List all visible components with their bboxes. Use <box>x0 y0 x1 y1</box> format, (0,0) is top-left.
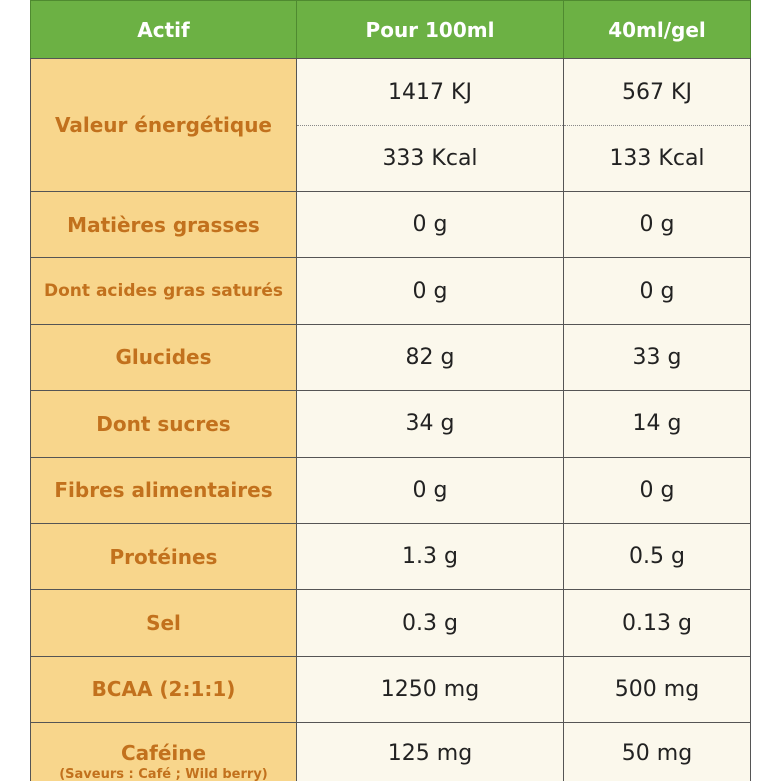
value-cell: 33 g <box>563 323 751 392</box>
header-cell: Actif <box>30 0 297 59</box>
row-label: Sel <box>30 589 297 657</box>
caffeine-note: (Saveurs : Café ; Wild berry) <box>59 767 268 781</box>
value-cell: 0.13 g <box>563 589 751 657</box>
row-label-text: Caféine <box>120 741 207 766</box>
row-label: Caféine (Saveurs : Café ; Wild berry) <box>30 722 297 781</box>
header-cell: Pour 100ml <box>296 0 564 59</box>
value-cell: 50 mg <box>563 722 751 781</box>
value-cell: 0 g <box>296 456 564 524</box>
row-label: Dont acides gras saturés <box>30 257 297 325</box>
value-cell: 0 g <box>563 456 751 524</box>
value-cell: 0 g <box>563 257 751 325</box>
value-cell: 0.5 g <box>563 523 751 591</box>
value-cell: 0 g <box>296 191 564 259</box>
value-cell: 1250 mg <box>296 655 564 724</box>
row-label: BCAA (2:1:1) <box>30 655 297 724</box>
value-cell: 125 mg <box>296 722 564 781</box>
value-cell: 34 g <box>296 390 564 458</box>
value-text: 333 Kcal <box>382 145 478 171</box>
row-label: Dont sucres <box>30 390 297 458</box>
value-cell: 0 g <box>296 257 564 325</box>
value-cell: 0.3 g <box>296 589 564 657</box>
value-cell: 14 g <box>563 390 751 458</box>
header-cell: 40ml/gel <box>563 0 751 59</box>
value-cell: 1.3 g <box>296 523 564 591</box>
value-cell: 82 g <box>296 323 564 392</box>
row-label: Valeur énergétique <box>30 58 297 192</box>
value-text: 1417 KJ <box>297 59 563 126</box>
row-label: Matières grasses <box>30 191 297 259</box>
value-text: 133 Kcal <box>609 145 705 171</box>
value-cell: 1417 KJ 333 Kcal <box>296 58 564 192</box>
value-text: 567 KJ <box>564 59 750 126</box>
value-cell: 500 mg <box>563 655 751 724</box>
value-cell: 0 g <box>563 191 751 259</box>
row-label: Fibres alimentaires <box>30 456 297 524</box>
value-cell: 567 KJ 133 Kcal <box>563 58 751 192</box>
row-label: Glucides <box>30 323 297 392</box>
row-label: Protéines <box>30 523 297 591</box>
